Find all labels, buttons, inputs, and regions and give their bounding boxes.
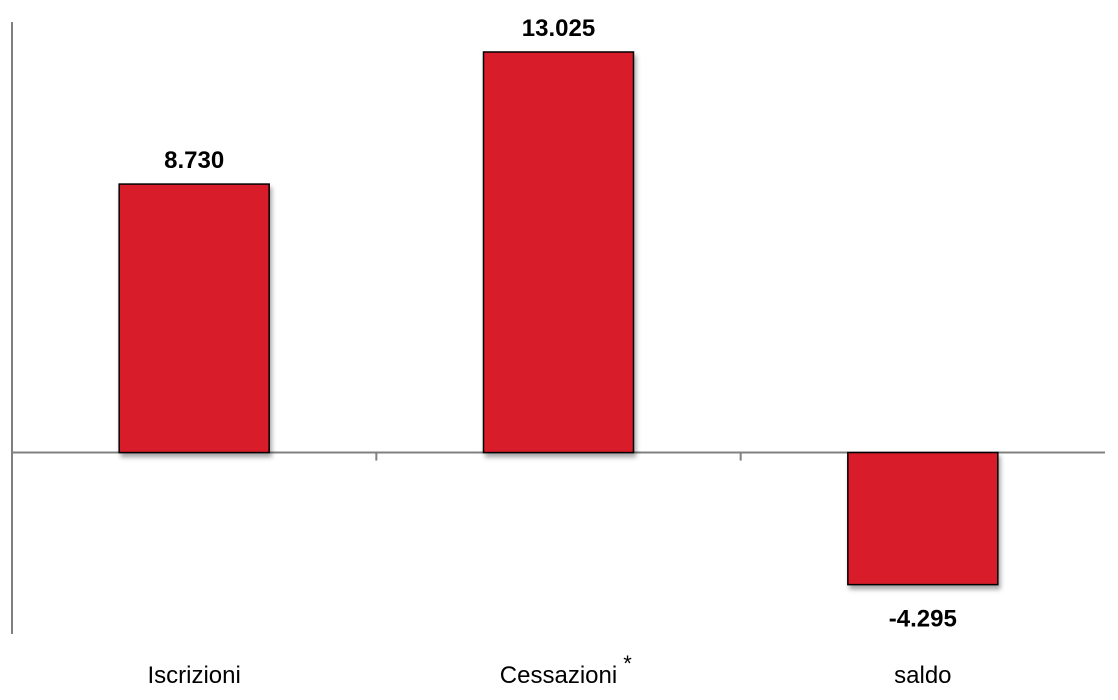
bar-cessazioni bbox=[482, 51, 635, 454]
category-label: Cessazioni bbox=[500, 662, 617, 689]
category-footnote-mark: * bbox=[623, 651, 632, 676]
category-label: Iscrizioni bbox=[147, 662, 240, 689]
data-label: 8.730 bbox=[164, 147, 224, 174]
data-label: -4.295 bbox=[889, 606, 957, 633]
labels: 8.730 Iscrizioni 13.025 Cessazioni * -4.295 sa… bbox=[147, 15, 956, 689]
data-label: 13.025 bbox=[522, 15, 595, 42]
bar-iscrizioni bbox=[118, 183, 270, 454]
bar-saldo bbox=[847, 451, 999, 586]
bars bbox=[118, 51, 999, 586]
category-label: saldo bbox=[894, 662, 951, 689]
